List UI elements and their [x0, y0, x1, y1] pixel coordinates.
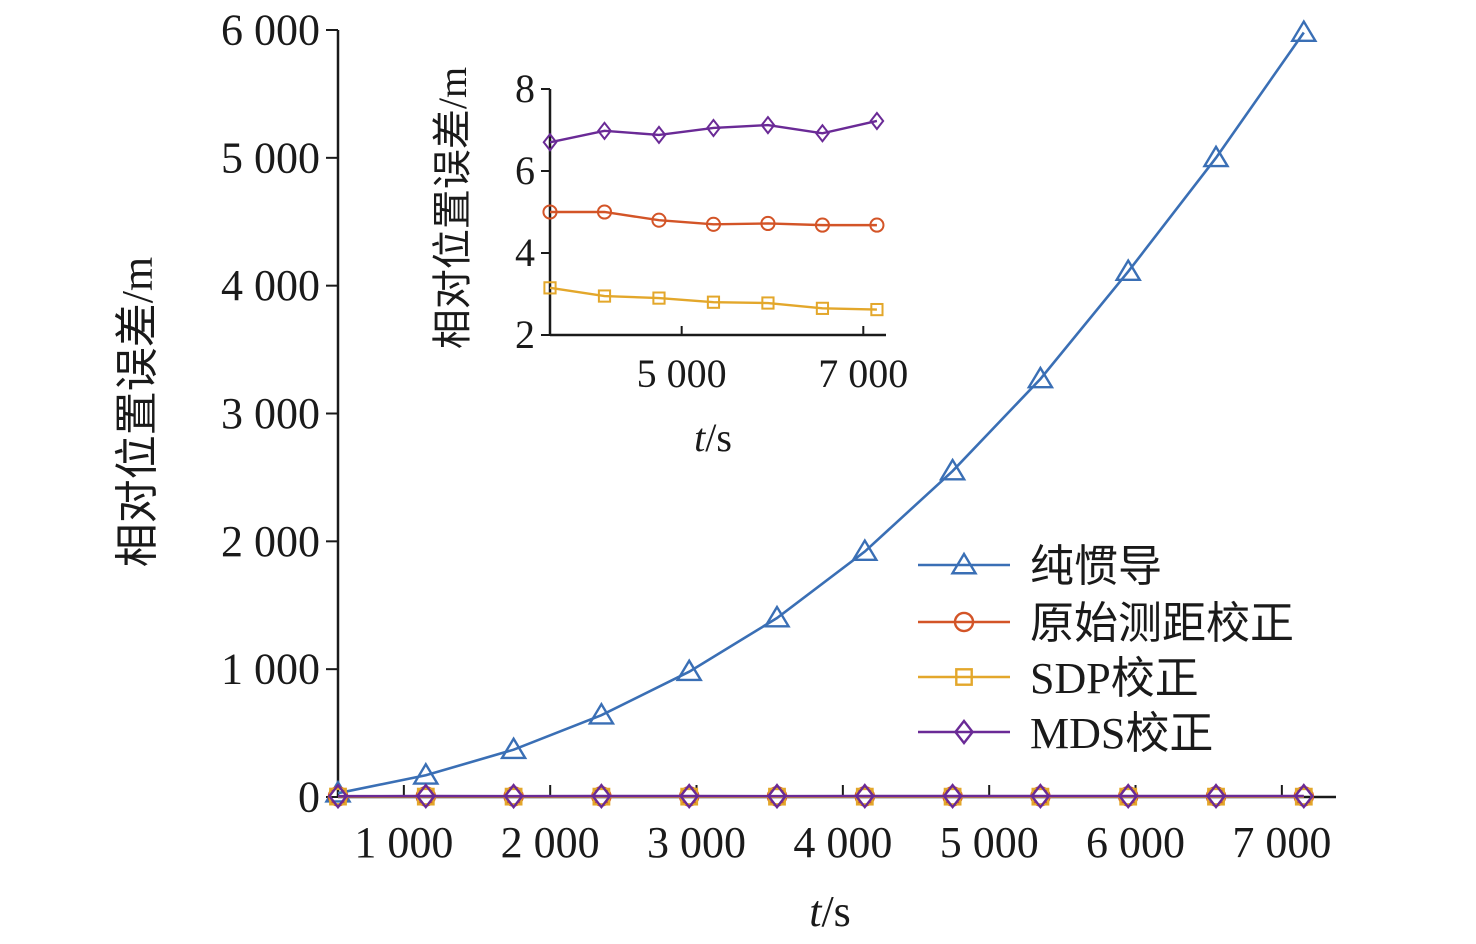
data-point	[591, 783, 612, 810]
y-tick-label: 0	[298, 773, 320, 822]
data-point	[705, 118, 721, 138]
series-line	[337, 31, 1305, 795]
data-point	[766, 783, 788, 810]
data-point	[869, 111, 885, 131]
y-tick-label: 3 000	[221, 389, 320, 438]
data-point	[1026, 365, 1055, 389]
legend-item: 原始测距校正	[918, 599, 1294, 648]
data-point	[1118, 783, 1139, 810]
data-point	[596, 121, 612, 141]
data-point	[679, 783, 700, 810]
series-line	[550, 210, 877, 227]
data-point	[761, 296, 775, 310]
legend-label: 原始测距校正	[1030, 599, 1294, 648]
legend-item: MDS校正	[918, 709, 1213, 758]
x-tick-label: 2 000	[501, 818, 600, 867]
legend-label: 纯惯导	[1030, 542, 1162, 591]
data-point	[942, 783, 963, 810]
y-tick-label: 4	[515, 230, 535, 275]
data-point	[587, 701, 616, 725]
main-plot: 0 1 000 2 000 3 000 4 000 5 000 6 000 1 000 2 00…	[221, 6, 1336, 867]
data-point	[814, 217, 830, 233]
data-point	[652, 291, 666, 305]
y-tick-label: 8	[515, 66, 535, 111]
legend-marker	[953, 719, 975, 745]
data-point	[851, 538, 879, 562]
data-point	[503, 783, 524, 810]
data-point	[1030, 783, 1051, 810]
legend-label: SDP校正	[1030, 654, 1199, 703]
y-tick-label: 6 000	[221, 6, 320, 55]
data-point	[327, 783, 349, 810]
data-point	[675, 658, 703, 682]
legend-marker	[955, 668, 973, 686]
y-tick-label: 2 000	[221, 517, 320, 566]
data-point	[499, 736, 528, 760]
data-point	[763, 604, 791, 628]
legend-label: MDS校正	[1030, 709, 1213, 758]
series-line	[549, 286, 877, 311]
data-point	[1293, 783, 1314, 810]
data-point	[651, 212, 667, 228]
series-4	[327, 783, 1314, 810]
y-tick-label: 6	[515, 148, 535, 193]
series-2	[543, 281, 884, 317]
data-point	[760, 215, 776, 232]
data-point	[597, 289, 612, 303]
data-point	[815, 301, 830, 315]
data-point	[1205, 783, 1227, 810]
data-point	[869, 217, 885, 233]
x-tick-label: 1 000	[354, 818, 453, 867]
data-point	[596, 204, 613, 220]
data-point	[651, 125, 667, 145]
data-point	[1202, 144, 1230, 168]
y-tick-label: 1 000	[221, 645, 320, 694]
inset-plot: 2 4 6 8 5 000 7 000	[515, 66, 908, 396]
data-point	[760, 115, 776, 135]
legend-marker	[953, 611, 975, 633]
data-point	[1114, 258, 1142, 282]
x-tick-label: 6 000	[1086, 818, 1185, 867]
data-point	[938, 457, 967, 481]
y-tick-label: 4 000	[221, 261, 320, 310]
x-tick-label: 7 000	[818, 351, 908, 396]
series-1	[542, 204, 885, 233]
y-tick-label: 2	[515, 312, 535, 357]
y-axis-title: 相对位置误差/m	[113, 257, 162, 567]
data-point	[854, 783, 875, 810]
data-point	[870, 302, 884, 317]
series-3	[542, 111, 885, 152]
x-tick-label: 5 000	[940, 818, 1039, 867]
x-tick-label: 4 000	[793, 818, 892, 867]
data-point	[542, 204, 558, 220]
y-axis-title: 相对位置误差/m	[430, 67, 475, 349]
x-tick-label: 7 000	[1232, 818, 1331, 867]
data-point	[706, 295, 721, 309]
data-point	[543, 281, 557, 295]
data-point	[1290, 19, 1318, 43]
data-point	[415, 783, 436, 810]
x-axis-title: t/s	[694, 415, 732, 460]
data-point	[814, 123, 830, 143]
series-1	[324, 19, 1318, 803]
y-tick-label: 5 000	[221, 133, 320, 182]
legend-item: 纯惯导	[918, 542, 1162, 591]
series-line	[549, 119, 878, 144]
x-axis-title: t/s	[809, 887, 851, 936]
x-tick-label: 5 000	[637, 351, 727, 396]
legend-marker	[950, 551, 978, 575]
x-tick-label: 3 000	[647, 818, 746, 867]
legend-item: SDP校正	[918, 654, 1199, 703]
data-point	[542, 132, 558, 152]
data-point	[705, 216, 722, 232]
